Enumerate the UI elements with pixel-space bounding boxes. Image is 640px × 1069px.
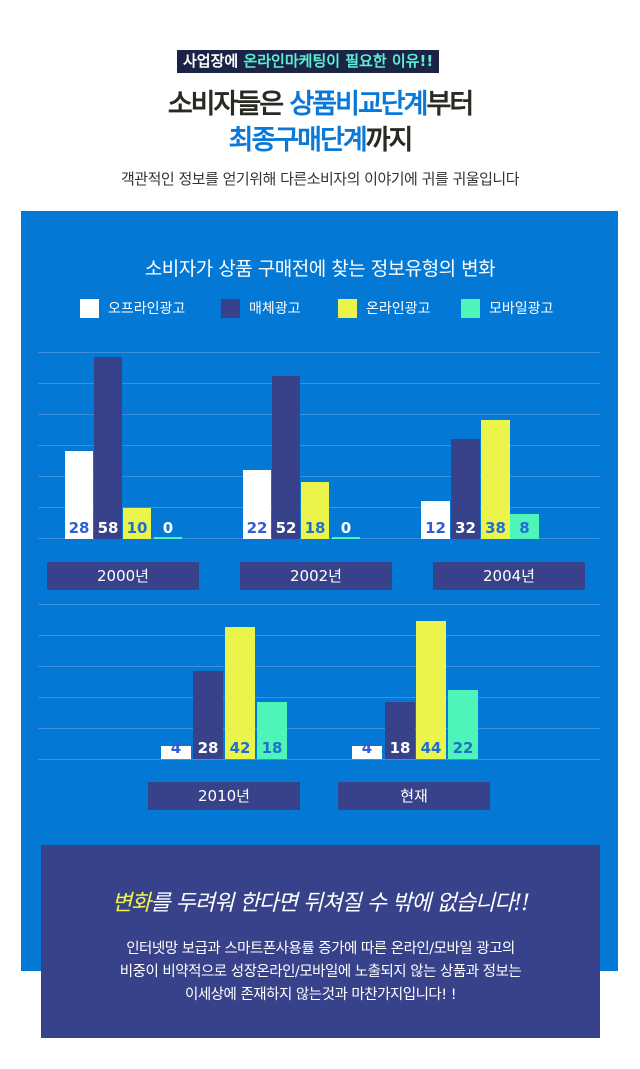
slogan-text: 를 두려워 한다면 뒤쳐질 수 밖에 없습니다!!: [150, 891, 530, 916]
bar-2-2: [481, 419, 510, 539]
legend-swatch: [338, 298, 357, 318]
header-badge: 사업장에 온라인마케팅이 필요한 이유!!: [177, 50, 440, 73]
legend-swatch: [221, 298, 240, 318]
gridline: [38, 635, 600, 636]
headline-line1: 소비자들은 상품비교단계부터: [0, 82, 640, 121]
bar-0-4: [352, 746, 382, 759]
bar-0-0: [65, 451, 93, 539]
gridline: [38, 728, 600, 729]
bar-1-0: [94, 356, 122, 539]
message-line: 인터넷망 보급과 스마트폰사용률 증가에 따른 온라인/모바일 광고의: [126, 941, 515, 957]
headline-highlight: 최종구매단계: [228, 125, 368, 156]
data-label: 0: [340, 519, 352, 537]
legend-swatch: [461, 298, 480, 318]
bar-3-3: [257, 702, 287, 759]
message-line: 비중이 비약적으로 성장온라인/모바일에 노출되지 않는 상품과 정보는: [119, 964, 522, 980]
bar-3-4: [448, 689, 478, 759]
headline-highlight: 상품비교단계: [289, 89, 428, 120]
gridline: [38, 604, 600, 605]
subtitle: 객관적인 정보를 얻기위해 다른소비자의 이야기에 귀를 귀울입니다: [120, 170, 520, 188]
legend-label: 매체광고: [249, 301, 301, 317]
gridline: [38, 666, 600, 667]
bar-1-4: [385, 702, 415, 759]
legend-item: 모바일광고: [461, 298, 553, 318]
data-label: 18: [304, 519, 326, 537]
data-label: 18: [389, 739, 411, 757]
headline-line2: 최종구매단계까지: [0, 118, 640, 157]
headline-text: 부터: [426, 89, 474, 120]
gridline: [38, 759, 600, 760]
legend-label: 모바일광고: [489, 301, 554, 317]
bar-1-3: [193, 671, 223, 759]
data-label: 4: [170, 739, 182, 757]
headline-text: 소비자들은: [167, 89, 290, 120]
gridline: [38, 476, 600, 477]
data-label: 18: [261, 739, 283, 757]
chart-title: 소비자가 상품 구매전에 찾는 정보유형의 변화: [144, 258, 496, 280]
legend-label: 오프라인광고: [108, 301, 186, 317]
data-label: 4: [361, 739, 373, 757]
data-label: 22: [452, 739, 474, 757]
gridline: [38, 383, 600, 384]
legend-item: 오프라인광고: [80, 298, 185, 318]
gridline: [38, 697, 600, 698]
data-label: 12: [425, 519, 446, 537]
category-label: 2004년: [433, 562, 585, 590]
bar-1-2: [451, 438, 480, 539]
category-label: 2000년: [47, 562, 199, 590]
headline-text: 까지: [365, 125, 414, 156]
data-label: 10: [126, 519, 148, 537]
legend-swatch: [80, 298, 99, 318]
badge-highlight: 온라인마케팅이 필요한 이유!!: [243, 52, 434, 70]
bar-2-4: [416, 620, 446, 759]
data-label: 0: [162, 519, 174, 537]
bar-3-1: [332, 537, 360, 539]
bar-2-1: [301, 482, 329, 539]
message-body: 인터넷망 보급과 스마트폰사용률 증가에 따른 온라인/모바일 광고의 비중이 …: [41, 938, 600, 1007]
legend-item: 매체광고: [221, 298, 301, 318]
category-label: 현재: [338, 782, 490, 810]
legend-label: 온라인광고: [366, 301, 431, 317]
chart-panel: [21, 211, 618, 971]
bar-0-3: [161, 746, 191, 759]
data-label: 38: [485, 519, 506, 537]
category-label: 2010년: [148, 782, 300, 810]
legend-item: 온라인광고: [338, 298, 430, 318]
data-label: 58: [97, 519, 119, 537]
gridline: [38, 445, 600, 446]
bar-2-0: [123, 507, 151, 539]
slogan: 변화를 두려워 한다면 뒤쳐질 수 밖에 없습니다!!: [41, 885, 600, 917]
data-label: 8: [519, 519, 530, 537]
data-label: 52: [275, 519, 297, 537]
data-label: 22: [246, 519, 268, 537]
gridline: [38, 352, 600, 353]
message-box: [41, 845, 600, 1038]
bar-2-3: [225, 627, 255, 759]
bar-0-1: [243, 469, 271, 539]
message-line: 이세상에 존재하지 않는것과 마찬가지입니다! !: [184, 987, 457, 1003]
bar-0-2: [421, 501, 450, 539]
data-label: 28: [68, 519, 90, 537]
slogan-highlight: 변화: [111, 891, 151, 916]
bar-1-1: [272, 375, 300, 539]
data-label: 44: [420, 739, 442, 757]
data-label: 42: [229, 739, 251, 757]
bar-3-2: [510, 513, 539, 539]
category-label: 2002년: [240, 562, 392, 590]
bar-3-0: [154, 537, 182, 539]
badge-text: 사업장에: [183, 52, 244, 70]
gridline: [38, 414, 600, 415]
data-label: 32: [455, 519, 476, 537]
data-label: 28: [197, 739, 219, 757]
